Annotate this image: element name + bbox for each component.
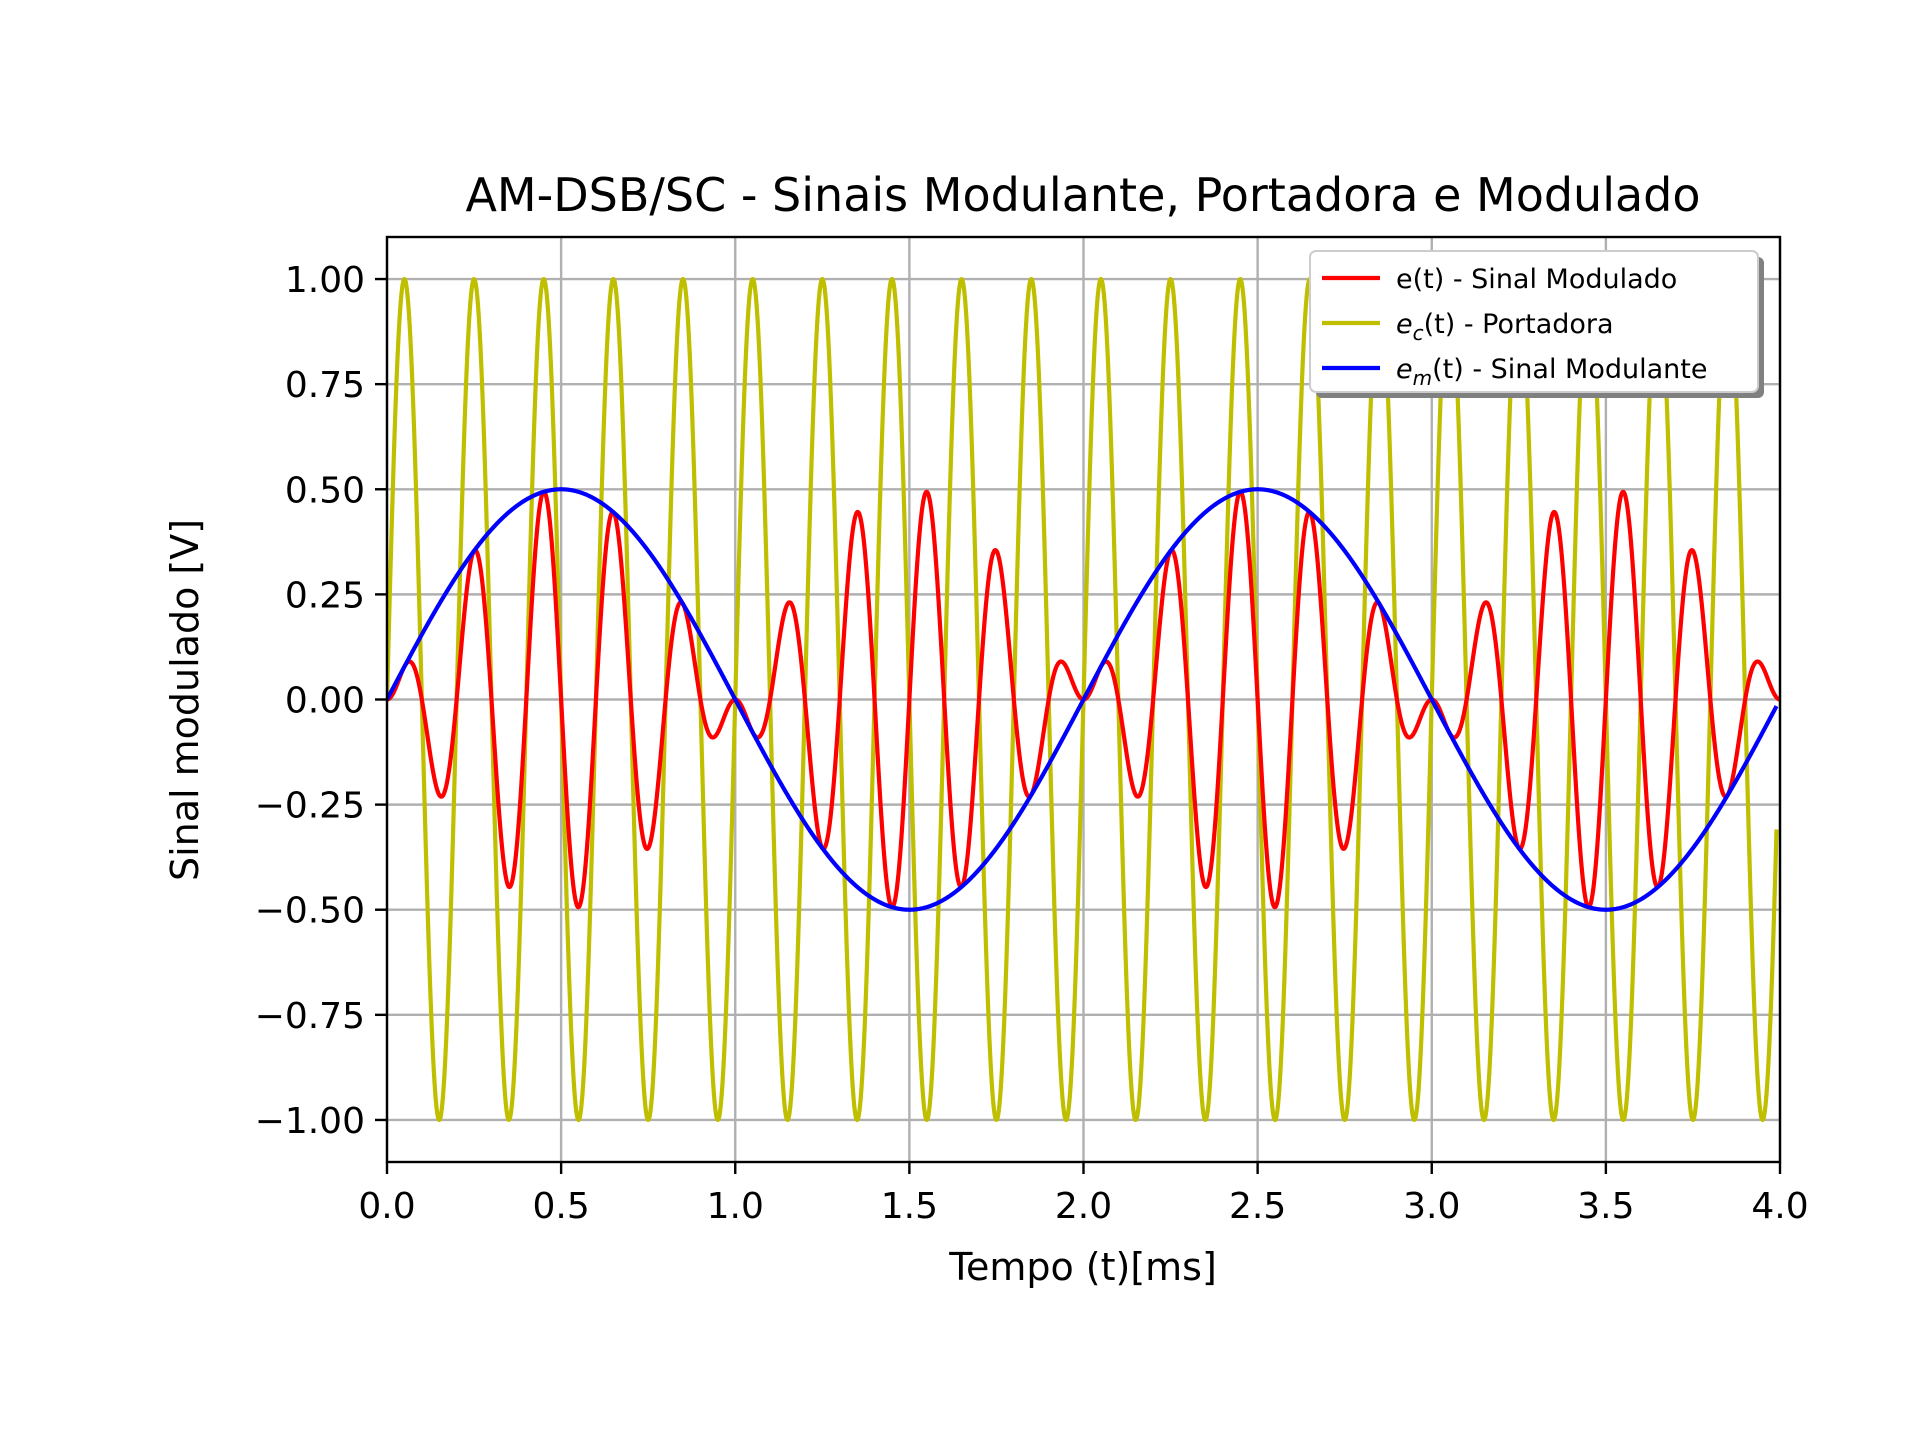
series-line-2 xyxy=(387,487,1779,912)
legend-label-part: (t) - Sinal Modulante xyxy=(1432,354,1707,385)
x-tick-label: 2.0 xyxy=(1055,1186,1112,1227)
x-tick-label: 2.5 xyxy=(1229,1186,1286,1227)
x-tick-label: 1.0 xyxy=(707,1186,764,1227)
legend-label: em(t) - Sinal Modulante xyxy=(1396,354,1707,390)
y-tick-label: 0.50 xyxy=(285,470,365,511)
series-line-1 xyxy=(387,276,1779,1123)
y-axis-label: Sinal modulado [V] xyxy=(163,519,207,881)
x-tick-label: 3.0 xyxy=(1403,1186,1460,1227)
legend-label-part: c xyxy=(1413,321,1424,345)
y-tick-label: −1.00 xyxy=(255,1101,365,1142)
series-layer xyxy=(387,276,1780,1123)
y-tick-label: 0.75 xyxy=(285,365,365,406)
x-tick-label: 0.5 xyxy=(532,1186,589,1227)
legend-label: e(t) - Sinal Modulado xyxy=(1396,264,1677,295)
legend-label: ec(t) - Portadora xyxy=(1396,309,1614,345)
x-axis: 0.0 0.5 1.0 1.5 2.0 2.5 3.0 3.5 4.0 xyxy=(358,1162,1809,1227)
x-tick-label: 4.0 xyxy=(1751,1186,1808,1227)
x-tick-label: 3.5 xyxy=(1577,1186,1634,1227)
y-tick-label: 0.00 xyxy=(285,681,365,722)
legend-label-part: e xyxy=(1396,354,1413,385)
x-tick-label: 0.0 xyxy=(358,1186,415,1227)
y-axis: 1.00 0.75 0.50 0.25 0.00 −0.25 −0.50 −0.75 −1.00 xyxy=(255,260,387,1142)
legend-label-part: (t) - Portadora xyxy=(1424,309,1614,340)
y-tick-label: 0.25 xyxy=(285,575,365,616)
legend-label-part: e(t) - Sinal Modulado xyxy=(1396,264,1677,295)
legend-label-part: e xyxy=(1396,309,1413,340)
legend-box xyxy=(1309,250,1759,393)
y-tick-label: −0.50 xyxy=(255,891,365,932)
y-tick-label: −0.25 xyxy=(255,786,365,827)
chart-title: AM-DSB/SC - Sinais Modulante, Portadora … xyxy=(465,168,1700,222)
y-tick-label: −0.75 xyxy=(255,996,365,1037)
legend-label-part: m xyxy=(1413,366,1432,390)
y-tick-label: 1.00 xyxy=(285,260,365,301)
x-axis-label: Tempo (t)[ms] xyxy=(948,1245,1217,1289)
x-tick-label: 1.5 xyxy=(881,1186,938,1227)
